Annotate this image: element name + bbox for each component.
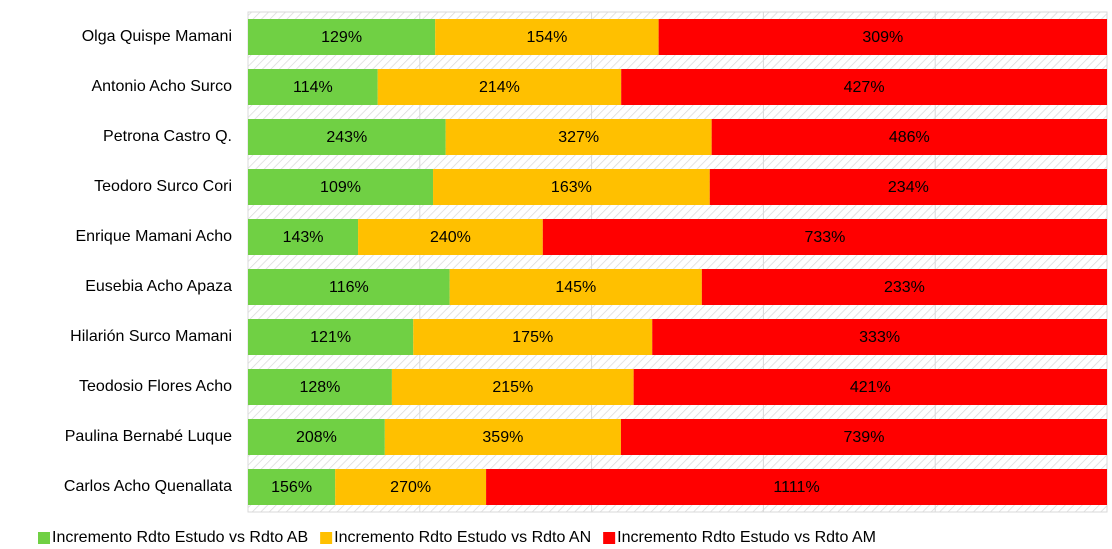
bar-segment xyxy=(711,119,1107,155)
data-label: 733% xyxy=(804,229,845,246)
data-label: 309% xyxy=(862,29,903,46)
data-label: 156% xyxy=(271,479,312,496)
bar-segment xyxy=(248,469,336,505)
bar-segment xyxy=(248,419,385,455)
legend-label: Incremento Rdto Estudo vs Rdto AB xyxy=(52,529,308,546)
bar-segment xyxy=(445,119,712,155)
y-tick-label: Eusebia Acho Apaza xyxy=(85,278,232,295)
y-tick-label: Carlos Acho Quenallata xyxy=(64,478,232,495)
bar-segment xyxy=(433,169,710,205)
legend-swatch xyxy=(320,532,333,544)
legend-label: Incremento Rdto Estudo vs Rdto AM xyxy=(617,529,876,546)
data-label: 214% xyxy=(479,79,520,96)
bar-segment xyxy=(248,319,414,355)
data-label: 486% xyxy=(889,129,930,146)
data-label: 270% xyxy=(390,479,431,496)
data-label: 208% xyxy=(296,429,337,446)
bar-segment xyxy=(621,69,1107,105)
data-label: 739% xyxy=(844,429,885,446)
bar-segment xyxy=(709,169,1107,205)
legend-swatch xyxy=(603,532,616,544)
bar-segment xyxy=(652,319,1107,355)
y-tick-label: Olga Quispe Mamani xyxy=(82,28,232,45)
bar-segment xyxy=(542,219,1107,255)
data-label: 109% xyxy=(320,179,361,196)
bar-segment xyxy=(701,269,1107,305)
data-label: 128% xyxy=(299,379,340,396)
y-tick-label: Antonio Acho Surco xyxy=(91,78,232,95)
bar-segment xyxy=(435,19,659,55)
bar-segment xyxy=(658,19,1107,55)
data-label: 240% xyxy=(430,229,471,246)
y-tick-label: Teodoro Surco Cori xyxy=(94,178,232,195)
data-label: 215% xyxy=(492,379,533,396)
data-label: 233% xyxy=(884,279,925,296)
bar-segment xyxy=(413,319,653,355)
data-label: 114% xyxy=(293,79,333,96)
bar-segment xyxy=(248,269,450,305)
data-label: 116% xyxy=(329,279,369,296)
y-tick-label: Enrique Mamani Acho xyxy=(75,228,232,245)
legend-swatch xyxy=(38,532,50,544)
bar-segment xyxy=(449,269,702,305)
data-label: 333% xyxy=(859,329,900,346)
data-label: 129% xyxy=(321,29,362,46)
data-label: 243% xyxy=(326,129,367,146)
data-label: 163% xyxy=(551,179,592,196)
data-label: 1111% xyxy=(773,479,819,496)
data-label: 145% xyxy=(555,279,596,296)
data-label: 154% xyxy=(526,29,567,46)
data-label: 121% xyxy=(310,329,351,346)
y-tick-label: Hilarión Surco Mamani xyxy=(70,328,232,345)
bar-segment xyxy=(633,369,1107,405)
bar-segment xyxy=(248,169,434,205)
bar-segment xyxy=(248,69,378,105)
y-tick-label: Paulina Bernabé Luque xyxy=(65,428,232,445)
y-tick-label: Petrona Castro Q. xyxy=(103,128,232,145)
data-label: 327% xyxy=(558,129,599,146)
bar-segment xyxy=(620,419,1107,455)
legend-label: Incremento Rdto Estudo vs Rdto AN xyxy=(334,529,591,546)
bar-segment xyxy=(248,119,446,155)
data-label: 175% xyxy=(512,329,553,346)
bar-segment xyxy=(486,469,1108,505)
y-tick-label: Teodosio Flores Acho xyxy=(79,378,232,395)
bar-segment xyxy=(377,69,622,105)
data-label: 359% xyxy=(482,429,523,446)
data-label: 421% xyxy=(850,379,891,396)
bar-segment xyxy=(384,419,621,455)
bar-segment xyxy=(248,369,392,405)
bar-segment xyxy=(335,469,487,505)
bar-segment xyxy=(248,19,436,55)
bar-segment xyxy=(248,219,359,255)
bar-segment xyxy=(391,369,634,405)
data-label: 143% xyxy=(283,229,324,246)
bar-segment xyxy=(358,219,543,255)
data-label: 234% xyxy=(888,179,929,196)
data-label: 427% xyxy=(844,79,885,96)
